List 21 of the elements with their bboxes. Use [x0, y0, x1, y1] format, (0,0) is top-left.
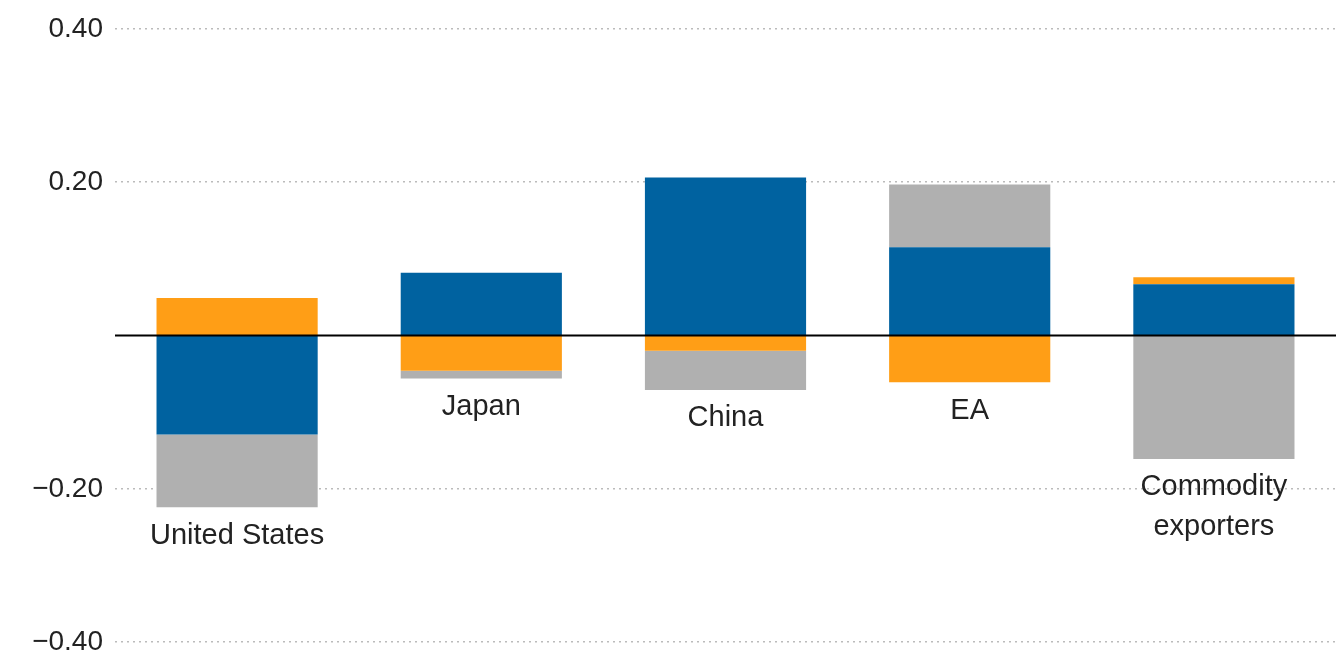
- x-tick-label: China: [687, 400, 765, 433]
- bar: [1133, 335, 1295, 459]
- bar: [1133, 277, 1295, 285]
- x-tick-label: Japan: [441, 388, 521, 421]
- bar: [889, 247, 1051, 336]
- y-tick-label: −0.20: [32, 471, 103, 503]
- bar: [400, 370, 562, 379]
- bar: [400, 272, 562, 336]
- bar: [400, 335, 562, 371]
- bar: [1133, 284, 1295, 336]
- x-tick-label: Commodity exporters: [1140, 469, 1288, 542]
- x-tick-label: United States: [150, 517, 325, 550]
- bar: [644, 350, 807, 390]
- bar: [156, 297, 318, 336]
- bar: [889, 335, 1051, 383]
- bar: [644, 177, 807, 336]
- y-tick-label: 0.20: [48, 164, 103, 196]
- bar: [156, 335, 318, 435]
- y-tick-label: 0.40: [48, 11, 103, 43]
- x-tick-label: EA: [950, 392, 990, 425]
- y-tick-label: −0.40: [32, 624, 103, 656]
